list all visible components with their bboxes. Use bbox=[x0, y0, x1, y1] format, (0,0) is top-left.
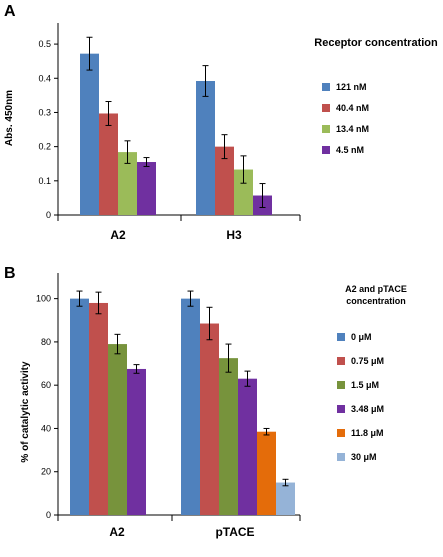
panel-a-y-axis-title: Abs. 450nm bbox=[4, 90, 15, 146]
panel-b-legend-swatch bbox=[337, 405, 345, 413]
panel-b-bar bbox=[127, 368, 146, 515]
panel-b-legend-title-line-1: A2 and pTACE bbox=[345, 284, 407, 294]
panel-a-chart: A Abs. 450nm Receptor concentration 0 0.1… bbox=[4, 3, 438, 242]
panel-b-legend-label: 0.75 μM bbox=[351, 356, 384, 366]
panel-b-bar bbox=[108, 344, 127, 515]
panel-b-legend-label: 3.48 μM bbox=[351, 404, 384, 414]
panel-a-bar bbox=[234, 169, 253, 215]
panel-b-bar bbox=[70, 298, 89, 515]
panel-a-legend-label: 4.5 nM bbox=[336, 145, 364, 155]
panel-b-bar bbox=[219, 358, 238, 515]
panel-b-y-tick-label: 20 bbox=[41, 467, 51, 477]
panel-a-y-tick-label: 0.4 bbox=[38, 73, 51, 83]
panel-a-marks: 0 0.1 0.2 0.3 0.4 0.5 A2 H3 121 nM 40.4 nM 13.4 nM… bbox=[38, 23, 369, 242]
panel-b-legend-swatch bbox=[337, 333, 345, 341]
panel-b-legend-label: 11.8 μM bbox=[351, 428, 384, 438]
panel-a-legend-swatch bbox=[322, 146, 330, 154]
panel-b-bar bbox=[276, 482, 295, 515]
panel-b-bar bbox=[257, 431, 276, 515]
panel-a-legend-label: 121 nM bbox=[336, 82, 367, 92]
panel-b-bar bbox=[89, 302, 108, 515]
panel-b-y-tick-label: 100 bbox=[36, 294, 51, 304]
panel-b-y-tick-label: 0 bbox=[46, 510, 51, 520]
panel-b-y-axis-title: % of catalytic activity bbox=[20, 361, 31, 463]
panel-a-legend-swatch bbox=[322, 104, 330, 112]
panel-a-category-label: H3 bbox=[226, 228, 242, 242]
panel-a-y-tick-label: 0.3 bbox=[38, 107, 51, 117]
panel-a-legend-label: 40.4 nM bbox=[336, 103, 369, 113]
panel-a-bar bbox=[118, 152, 137, 215]
panel-b-bar bbox=[181, 298, 200, 515]
panel-a-y-tick-label: 0.1 bbox=[38, 176, 51, 186]
panel-a-legend-label: 13.4 nM bbox=[336, 124, 369, 134]
panel-b-category-label: pTACE bbox=[215, 525, 254, 539]
panel-a-y-tick-label: 0 bbox=[46, 210, 51, 220]
panel-b-legend-swatch bbox=[337, 381, 345, 389]
panel-b-bar bbox=[238, 378, 257, 515]
panel-b-y-tick-label: 60 bbox=[41, 380, 51, 390]
panel-b-legend-label: 0 μM bbox=[351, 332, 372, 342]
panel-b-legend-label: 1.5 μM bbox=[351, 380, 379, 390]
panel-b-chart: B % of catalytic activity A2 and pTACE c… bbox=[4, 265, 407, 539]
panel-a-bar bbox=[196, 81, 215, 216]
panel-b-legend-label: 30 μM bbox=[351, 452, 377, 462]
panel-a-legend-swatch bbox=[322, 125, 330, 133]
panel-a-y-tick-label: 0.5 bbox=[38, 39, 51, 49]
panel-a-bar bbox=[137, 162, 156, 215]
panel-b-category-label: A2 bbox=[109, 525, 125, 539]
panel-b-legend-swatch bbox=[337, 453, 345, 461]
panel-a-bar bbox=[99, 113, 118, 215]
panel-b-legend-swatch bbox=[337, 429, 345, 437]
panel-b-y-tick-label: 40 bbox=[41, 423, 51, 433]
panel-b-legend-swatch bbox=[337, 357, 345, 365]
panel-a-bar bbox=[215, 146, 234, 215]
panel-a-bar bbox=[80, 53, 99, 215]
panel-b-legend-title-line-2: concentration bbox=[346, 296, 406, 306]
panel-b-marks: 0 20 40 60 80 100 A2 pTACE 0 μM 0.75 μM 1.5 μM 3.48… bbox=[36, 273, 384, 539]
panel-a-legend-swatch bbox=[322, 83, 330, 91]
panel-a-label: A bbox=[4, 3, 16, 20]
panel-b-label: B bbox=[4, 265, 16, 282]
panel-a-legend-title: Receptor concentration bbox=[314, 37, 438, 49]
panel-a-category-label: A2 bbox=[110, 228, 126, 242]
panel-b-y-tick-label: 80 bbox=[41, 337, 51, 347]
panel-b-bar bbox=[200, 323, 219, 515]
panel-a-y-tick-label: 0.2 bbox=[38, 142, 51, 152]
